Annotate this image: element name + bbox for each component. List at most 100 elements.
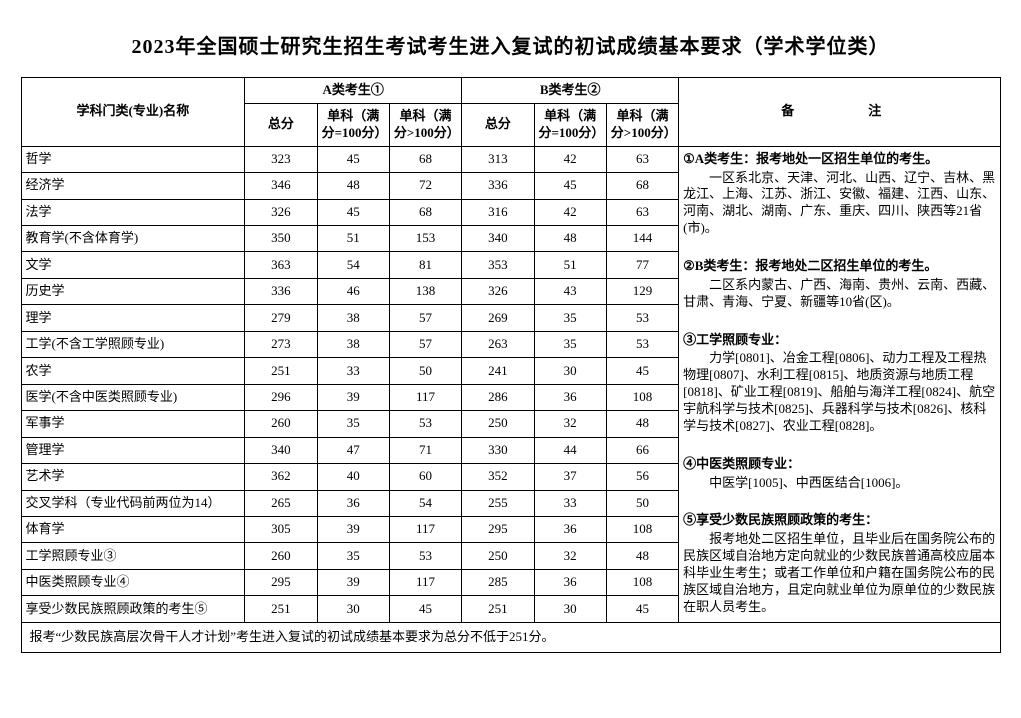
score-cell: 117	[389, 384, 461, 410]
score-cell: 39	[317, 569, 389, 595]
score-cell: 53	[606, 331, 678, 357]
subject-cell: 历史学	[21, 278, 245, 304]
subject-cell: 享受少数民族照顾政策的考生⑤	[21, 596, 245, 622]
score-cell: 117	[389, 569, 461, 595]
score-cell: 39	[317, 384, 389, 410]
score-cell: 36	[534, 517, 606, 543]
score-cell: 108	[606, 569, 678, 595]
score-cell: 35	[317, 411, 389, 437]
score-cell: 36	[534, 384, 606, 410]
score-cell: 269	[462, 305, 534, 331]
score-cell: 48	[317, 173, 389, 199]
score-cell: 336	[245, 278, 317, 304]
header-group-b: B类考生②	[462, 78, 679, 104]
header-notes: 备 注	[679, 78, 1000, 147]
subject-cell: 军事学	[21, 411, 245, 437]
score-cell: 353	[462, 252, 534, 278]
score-cell: 54	[317, 252, 389, 278]
subject-cell: 医学(不含中医类照顾专业)	[21, 384, 245, 410]
score-cell: 352	[462, 464, 534, 490]
score-cell: 33	[534, 490, 606, 516]
score-cell: 323	[245, 146, 317, 172]
score-cell: 68	[389, 199, 461, 225]
score-cell: 251	[462, 596, 534, 622]
score-cell: 30	[317, 596, 389, 622]
score-cell: 295	[245, 569, 317, 595]
score-cell: 35	[534, 305, 606, 331]
score-cell: 286	[462, 384, 534, 410]
score-cell: 56	[606, 464, 678, 490]
subject-cell: 艺术学	[21, 464, 245, 490]
score-cell: 81	[389, 252, 461, 278]
score-cell: 45	[606, 358, 678, 384]
score-cell: 40	[317, 464, 389, 490]
score-cell: 295	[462, 517, 534, 543]
score-cell: 35	[534, 331, 606, 357]
subject-cell: 体育学	[21, 517, 245, 543]
header-b-over100: 单科（满分>100分）	[606, 103, 678, 146]
score-cell: 42	[534, 199, 606, 225]
score-cell: 45	[534, 173, 606, 199]
subject-cell: 教育学(不含体育学)	[21, 226, 245, 252]
note2-body: 二区系内蒙古、广西、海南、贵州、云南、西藏、甘肃、青海、宁夏、新疆等10省(区)…	[683, 277, 995, 311]
subject-cell: 工学照顾专业③	[21, 543, 245, 569]
score-cell: 32	[534, 411, 606, 437]
score-cell: 241	[462, 358, 534, 384]
header-a-sub100: 单科（满分=100分）	[317, 103, 389, 146]
subject-cell: 管理学	[21, 437, 245, 463]
note2-lead: ②B类考生：报考地处二区招生单位的考生。	[683, 258, 995, 275]
notes-cell: ①A类考生：报考地处一区招生单位的考生。一区系北京、天津、河北、山西、辽宁、吉林…	[679, 146, 1000, 622]
score-cell: 340	[462, 226, 534, 252]
note4-body: 中医学[1005]、中西医结合[1006]。	[683, 475, 995, 492]
note5-body: 报考地处二区招生单位，且毕业后在国务院公布的民族区域自治地方定向就业的少数民族普…	[683, 531, 995, 615]
score-cell: 326	[245, 199, 317, 225]
score-cell: 60	[389, 464, 461, 490]
note4-lead: ④中医类照顾专业：	[683, 456, 995, 473]
score-cell: 54	[389, 490, 461, 516]
score-cell: 48	[606, 411, 678, 437]
score-cell: 250	[462, 411, 534, 437]
score-cell: 33	[317, 358, 389, 384]
score-cell: 30	[534, 358, 606, 384]
score-cell: 43	[534, 278, 606, 304]
score-cell: 42	[534, 146, 606, 172]
subject-cell: 经济学	[21, 173, 245, 199]
score-cell: 37	[534, 464, 606, 490]
score-cell: 251	[245, 358, 317, 384]
subject-cell: 工学(不含工学照顾专业)	[21, 331, 245, 357]
score-cell: 108	[606, 384, 678, 410]
score-cell: 50	[389, 358, 461, 384]
score-cell: 316	[462, 199, 534, 225]
score-cell: 57	[389, 305, 461, 331]
score-cell: 53	[606, 305, 678, 331]
score-cell: 255	[462, 490, 534, 516]
note1-body: 一区系北京、天津、河北、山西、辽宁、吉林、黑龙江、上海、江苏、浙江、安徽、福建、…	[683, 170, 995, 238]
score-cell: 305	[245, 517, 317, 543]
note3-body: 力学[0801]、冶金工程[0806]、动力工程及工程热物理[0807]、水利工…	[683, 350, 995, 434]
score-cell: 38	[317, 331, 389, 357]
score-cell: 47	[317, 437, 389, 463]
score-cell: 50	[606, 490, 678, 516]
score-cell: 36	[534, 569, 606, 595]
table-row: 哲学32345683134263①A类考生：报考地处一区招生单位的考生。一区系北…	[21, 146, 1000, 172]
score-cell: 38	[317, 305, 389, 331]
score-cell: 144	[606, 226, 678, 252]
score-cell: 45	[317, 199, 389, 225]
table-footnote: 报考“少数民族高层次骨干人才计划”考生进入复试的初试成绩基本要求为总分不低于25…	[21, 622, 1000, 652]
subject-cell: 法学	[21, 199, 245, 225]
score-cell: 153	[389, 226, 461, 252]
score-cell: 53	[389, 411, 461, 437]
subject-cell: 文学	[21, 252, 245, 278]
table-footnote-row: 报考“少数民族高层次骨干人才计划”考生进入复试的初试成绩基本要求为总分不低于25…	[21, 622, 1000, 652]
score-cell: 35	[317, 543, 389, 569]
score-cell: 313	[462, 146, 534, 172]
score-cell: 273	[245, 331, 317, 357]
score-cell: 77	[606, 252, 678, 278]
score-cell: 263	[462, 331, 534, 357]
score-cell: 108	[606, 517, 678, 543]
note1-lead: ①A类考生：报考地处一区招生单位的考生。	[683, 151, 995, 168]
score-cell: 265	[245, 490, 317, 516]
score-cell: 46	[317, 278, 389, 304]
score-cell: 362	[245, 464, 317, 490]
header-subject: 学科门类(专业)名称	[21, 78, 245, 147]
